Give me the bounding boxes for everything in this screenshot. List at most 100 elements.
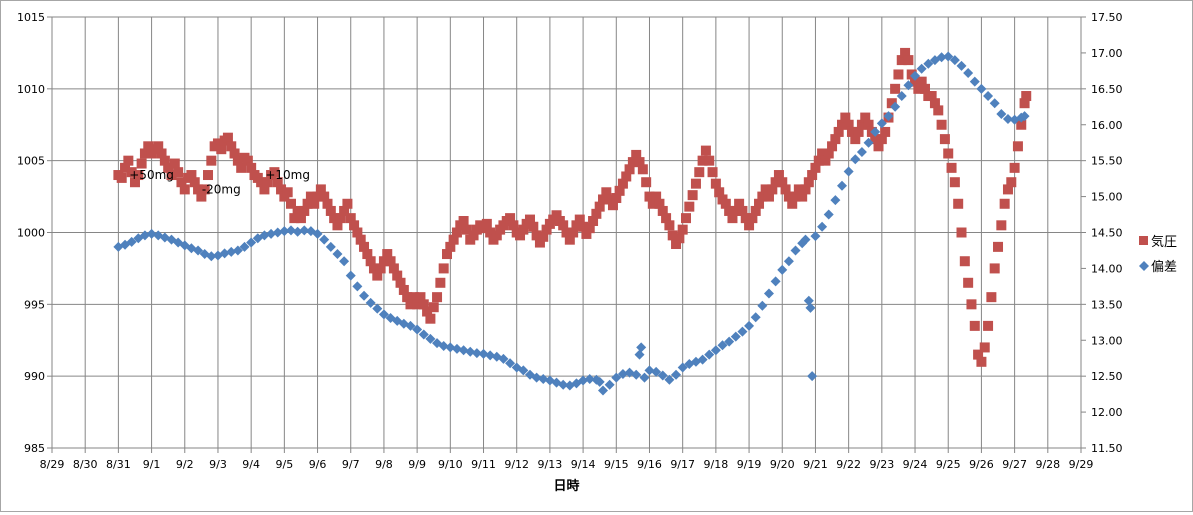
deviation-point <box>451 343 462 354</box>
pressure-point <box>176 177 187 188</box>
y-left-tick-label: 995 <box>24 298 45 311</box>
pressure-point <box>631 149 642 160</box>
pressure-point <box>873 141 884 152</box>
pressure-point <box>395 277 406 288</box>
deviation-point <box>903 80 914 91</box>
x-tick-label: 9/29 <box>1069 458 1094 471</box>
pressure-point <box>166 170 177 181</box>
pressure-point <box>515 230 526 241</box>
deviation-point <box>805 302 816 313</box>
pressure-point <box>445 241 456 252</box>
pressure-point <box>163 162 174 173</box>
pressure-point <box>415 292 426 303</box>
pressure-point <box>232 155 243 166</box>
pressure-point <box>325 205 336 216</box>
pressure-point <box>617 178 628 189</box>
deviation-point <box>438 340 449 351</box>
deviation-point <box>843 166 854 177</box>
pressure-point <box>697 155 708 166</box>
pressure-point <box>827 141 838 152</box>
pressure-point <box>724 205 735 216</box>
pressure-point <box>442 249 453 260</box>
pressure-point <box>607 200 618 211</box>
pressure-point <box>880 126 891 137</box>
deviation-point <box>800 234 811 245</box>
deviation-point <box>943 51 954 62</box>
pressure-point <box>425 313 436 324</box>
deviation-point <box>717 340 728 351</box>
pressure-point <box>793 184 804 195</box>
pressure-point <box>534 237 545 248</box>
pressure-point <box>694 167 705 178</box>
x-tick-label: 9/26 <box>969 458 994 471</box>
pressure-point <box>830 134 841 145</box>
y-left-tick-label: 1000 <box>17 227 45 240</box>
deviation-point <box>989 98 1000 109</box>
pressure-point <box>989 263 1000 274</box>
pressure-point <box>773 170 784 181</box>
deviation-point <box>206 251 217 262</box>
deviation-point <box>584 374 595 385</box>
legend-label: 偏差 <box>1151 260 1177 275</box>
series-layer <box>113 47 1032 396</box>
pressure-point <box>196 191 207 202</box>
pressure-point <box>634 157 645 168</box>
series-pressure <box>113 47 1032 367</box>
pressure-point <box>468 230 479 241</box>
deviation-point <box>963 68 974 79</box>
pressure-point <box>913 83 924 94</box>
pressure-point <box>222 132 233 143</box>
pressure-point <box>956 227 967 238</box>
deviation-point <box>863 137 874 148</box>
pressure-point <box>292 205 303 216</box>
y-right-tick-label: 14.50 <box>1091 227 1123 240</box>
x-tick-label: 9/5 <box>276 458 294 471</box>
pressure-point <box>817 148 828 159</box>
deviation-point <box>890 101 901 112</box>
deviation-point <box>531 372 542 383</box>
pressure-point <box>999 198 1010 209</box>
deviation-point <box>259 230 270 241</box>
pressure-point <box>256 177 267 188</box>
pressure-point <box>382 249 393 260</box>
pressure-point <box>571 220 582 231</box>
pressure-point <box>890 83 901 94</box>
pressure-point <box>800 184 811 195</box>
pressure-point <box>737 205 748 216</box>
pressure-point <box>598 194 609 205</box>
pressure-point <box>133 170 144 181</box>
pressure-point <box>422 306 433 317</box>
deviation-point <box>372 303 383 314</box>
pressure-point <box>385 256 396 267</box>
deviation-point <box>458 345 469 356</box>
pressure-point <box>674 233 685 244</box>
pressure-point <box>312 191 323 202</box>
deviation-point <box>1002 114 1013 125</box>
pressure-point <box>402 292 413 303</box>
annotation-label: -20mg <box>202 182 241 196</box>
pressure-point <box>143 141 154 152</box>
pressure-point <box>392 270 403 281</box>
pressure-point <box>863 119 874 130</box>
pressure-point <box>677 224 688 235</box>
x-tick-label: 9/3 <box>209 458 227 471</box>
pressure-point <box>123 155 134 166</box>
pressure-point <box>790 191 801 202</box>
pressure-point <box>720 198 731 209</box>
pressure-point <box>136 158 147 169</box>
x-tick-label: 9/7 <box>342 458 360 471</box>
pressure-point <box>846 126 857 137</box>
x-tick-label: 9/17 <box>670 458 695 471</box>
pressure-point <box>690 178 701 189</box>
pressure-point <box>760 184 771 195</box>
deviation-point <box>744 320 755 331</box>
deviation-point <box>352 281 363 292</box>
pressure-point <box>820 155 831 166</box>
pressure-point <box>926 91 937 102</box>
deviation-point <box>538 374 549 385</box>
deviation-point <box>823 209 834 220</box>
pressure-point <box>833 126 844 137</box>
pressure-point <box>541 224 552 235</box>
deviation-point <box>518 365 529 376</box>
